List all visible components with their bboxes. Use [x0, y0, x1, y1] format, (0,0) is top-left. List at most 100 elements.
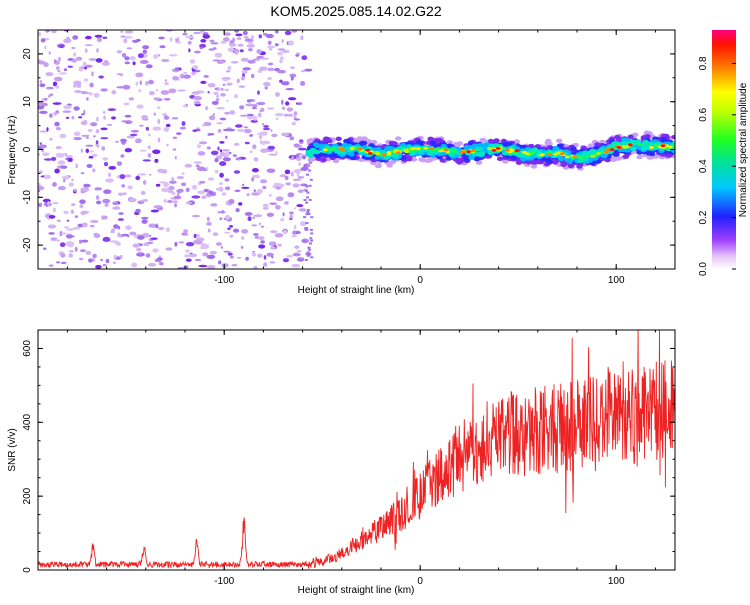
noise-speckle: [73, 84, 76, 88]
noise-speckle: [220, 87, 224, 91]
noise-speckle: [239, 114, 248, 117]
noise-speckle: [62, 175, 70, 180]
noise-speckle: [152, 248, 159, 253]
noise-speckle: [55, 146, 62, 150]
signal-cell: [627, 134, 634, 139]
noise-speckle: [38, 185, 45, 191]
noise-speckle: [226, 99, 229, 103]
colorbar-tick-label: 0.2: [698, 210, 709, 224]
noise-speckle: [137, 53, 144, 59]
noise-speckle: [290, 66, 295, 69]
noise-speckle: [83, 183, 91, 188]
signal-cell: [427, 151, 434, 156]
noise-speckle: [253, 265, 258, 269]
noise-speckle: [66, 228, 75, 231]
noise-speckle: [129, 231, 137, 236]
noise-speckle: [223, 250, 231, 253]
noise-speckle: [167, 200, 173, 203]
signal-peak: [491, 148, 497, 152]
noise-speckle: [135, 81, 139, 86]
signal-cell: [515, 160, 523, 165]
noise-speckle: [85, 250, 92, 255]
noise-speckle: [242, 30, 248, 36]
noise-speckle: [310, 216, 314, 219]
noise-speckle: [155, 89, 159, 92]
noise-speckle: [124, 148, 132, 153]
noise-speckle: [249, 134, 254, 137]
noise-speckle: [221, 192, 227, 196]
noise-speckle: [165, 123, 171, 128]
noise-speckle: [139, 149, 147, 152]
signal-cell: [631, 132, 639, 137]
signal-peak: [443, 148, 449, 152]
noise-speckle: [145, 64, 153, 69]
noise-speckle: [75, 56, 83, 61]
noise-speckle: [224, 214, 231, 220]
noise-speckle: [136, 252, 145, 257]
noise-speckle: [119, 174, 126, 180]
noise-speckle: [55, 85, 60, 89]
noise-speckle: [281, 106, 286, 111]
noise-speckle: [244, 38, 254, 42]
noise-speckle: [121, 184, 126, 188]
noise-speckle: [279, 174, 287, 178]
noise-speckle: [303, 216, 307, 219]
signal-peak: [429, 147, 434, 151]
noise-speckle: [253, 157, 259, 162]
noise-speckle: [296, 204, 304, 208]
noise-speckle: [242, 67, 251, 71]
noise-speckle: [123, 102, 130, 106]
noise-speckle: [174, 203, 178, 208]
noise-speckle: [128, 97, 135, 101]
signal-cell: [556, 138, 563, 143]
noise-speckle: [52, 182, 57, 187]
noise-speckle: [202, 34, 211, 39]
noise-speckle: [63, 68, 68, 72]
noise-speckle: [227, 47, 235, 53]
noise-speckle: [310, 232, 314, 235]
noise-speckle: [247, 59, 256, 64]
noise-speckle: [126, 135, 135, 139]
noise-speckle: [39, 170, 43, 174]
signal-cell: [565, 158, 572, 163]
noise-speckle: [171, 200, 179, 204]
signal-peak: [410, 147, 415, 151]
noise-speckle: [92, 253, 97, 259]
noise-speckle: [160, 90, 170, 95]
noise-speckle: [42, 198, 51, 203]
noise-speckle: [230, 61, 239, 64]
noise-speckle: [78, 116, 83, 119]
noise-speckle: [309, 242, 312, 245]
noise-speckle: [103, 236, 110, 241]
noise-speckle: [163, 182, 170, 187]
noise-speckle: [209, 115, 216, 121]
noise-speckle: [78, 239, 83, 244]
noise-speckle: [209, 133, 215, 136]
signal-peak: [367, 152, 373, 155]
noise-speckle: [56, 66, 60, 71]
noise-speckle: [206, 254, 216, 259]
noise-speckle: [126, 47, 133, 50]
noise-speckle: [95, 58, 103, 63]
noise-speckle: [274, 43, 279, 47]
noise-speckle: [220, 152, 226, 157]
noise-speckle: [271, 133, 278, 138]
noise-speckle: [212, 232, 219, 237]
noise-speckle: [193, 233, 197, 239]
noise-speckle: [308, 161, 312, 164]
noise-speckle: [258, 244, 266, 249]
noise-speckle: [220, 40, 227, 44]
noise-speckle: [125, 30, 133, 34]
noise-speckle: [216, 122, 223, 125]
noise-speckle: [159, 262, 164, 266]
noise-speckle: [215, 187, 222, 191]
noise-speckle: [113, 254, 117, 259]
noise-speckle: [176, 132, 182, 136]
noise-speckle: [287, 192, 295, 198]
signal-peak: [470, 149, 476, 152]
noise-speckle: [173, 195, 182, 200]
noise-speckle: [195, 164, 200, 168]
noise-speckle: [124, 36, 133, 39]
colorbar: 0.0 0.2 0.4 0.6 0.8 Normalized spectral ampl…: [698, 30, 749, 276]
noise-speckle: [256, 49, 262, 54]
